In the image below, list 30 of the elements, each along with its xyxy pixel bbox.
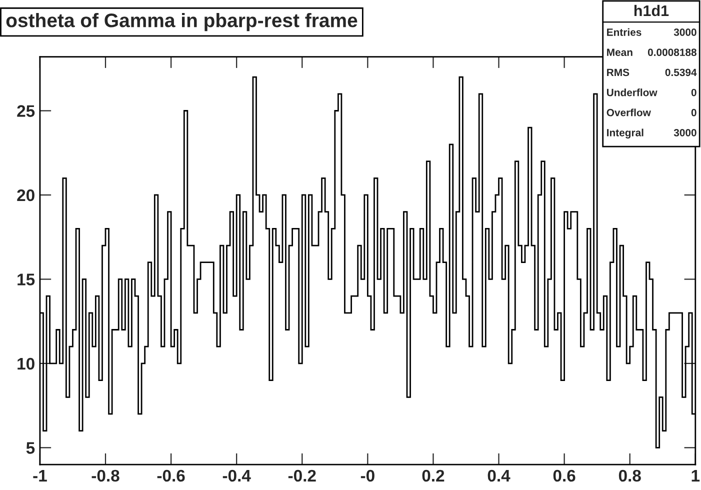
annotation: 3000 [674,128,696,136]
annotation: Underflow [606,88,658,96]
y-tick-label: 15 [18,274,35,286]
x-tick-label: 0.2 [422,470,444,482]
annotation: RMS [607,68,630,76]
annotation: Overflow [606,108,651,116]
x-tick-label: 0.8 [618,470,641,482]
x-tick-label: -0.8 [92,470,120,482]
y-tick-label: 20 [17,189,34,202]
x-tick-label: -0.2 [288,470,316,482]
annotation: 0 [691,108,696,116]
text: 0.0008188 [648,48,696,56]
x-tick-label: -1 [33,470,47,482]
annotation: 0 [691,88,696,96]
chart-title: ostheta of Gamma in pbarp-rest frame [6,12,358,32]
annotation: Integral [607,128,644,138]
x-tick-label: -0.4 [222,470,251,482]
text: Mean [607,48,632,56]
annotation: 0.5394 [665,68,697,76]
y-tick-label: 10 [18,358,34,370]
x-tick-label: -0.6 [157,470,185,482]
x-tick-label: -0 [360,470,374,482]
x-tick-label: 0.4 [488,470,510,482]
y-tick-label: 5 [26,442,35,454]
x-tick-label: 1 [692,470,700,482]
y-tick-label: 25 [17,105,35,117]
x-tick-label: 0.6 [553,470,576,482]
text: Entries [607,28,642,36]
text: 3000 [674,28,696,36]
text: h1d1 [634,4,669,16]
